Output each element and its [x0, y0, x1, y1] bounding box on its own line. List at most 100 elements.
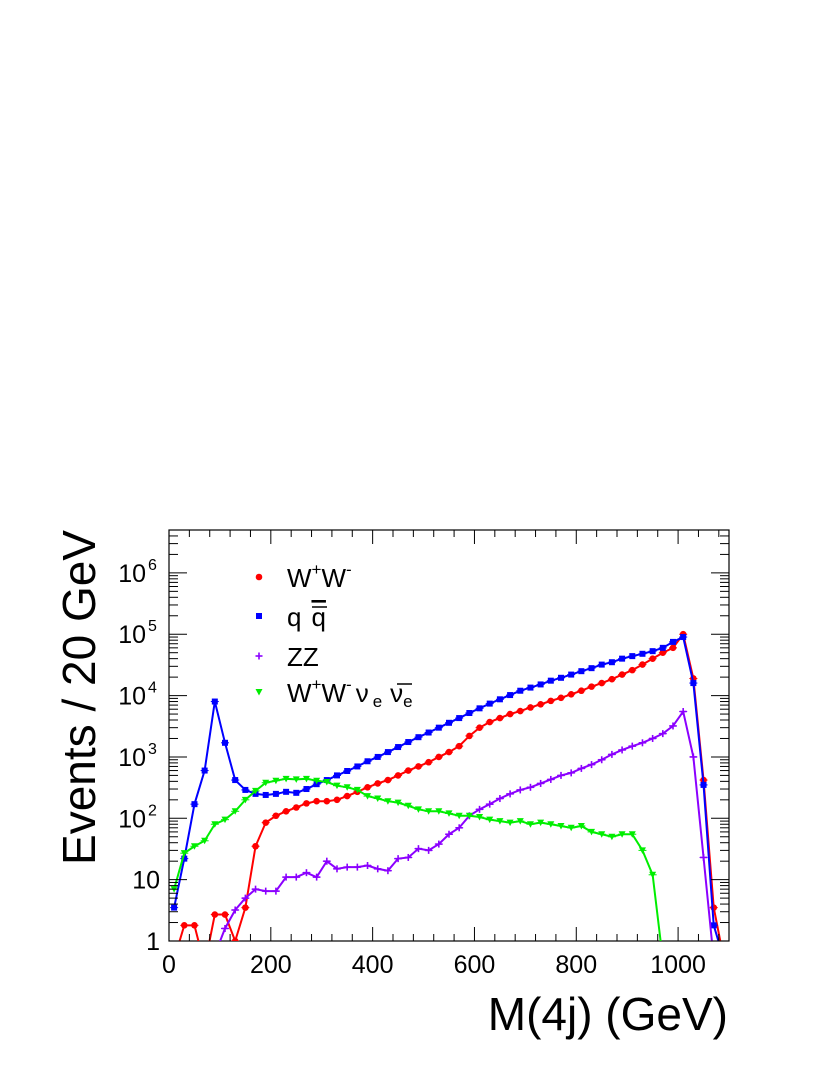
data-point — [313, 873, 321, 881]
data-point — [619, 655, 626, 662]
data-point — [231, 937, 239, 941]
legend: W+W-q q ZZW+W-ν e νe — [255, 560, 413, 711]
data-point — [374, 753, 381, 760]
data-point — [211, 911, 219, 918]
y-tick-label: 10 — [118, 744, 146, 772]
data-point — [558, 674, 564, 681]
data-point — [669, 722, 677, 730]
y-tick-exponent: 2 — [148, 802, 157, 819]
data-point — [425, 846, 433, 854]
data-point — [598, 661, 605, 668]
data-point — [282, 775, 290, 783]
data-point — [241, 894, 249, 902]
data-point — [445, 830, 453, 838]
data-point — [547, 775, 555, 783]
data-point — [384, 798, 392, 805]
data-point — [639, 661, 646, 668]
y-tick-label: 10 — [118, 805, 146, 833]
data-point — [191, 922, 198, 929]
legend-label: W+W- — [287, 560, 352, 593]
data-point — [384, 776, 392, 784]
data-point — [568, 671, 575, 678]
data-point — [384, 749, 391, 756]
y-tick-label: 10 — [118, 683, 146, 711]
data-point — [456, 715, 463, 722]
series-ww — [178, 630, 722, 941]
data-point — [180, 922, 188, 929]
data-point — [364, 793, 372, 800]
data-point — [557, 771, 565, 779]
data-point — [588, 828, 596, 836]
data-point — [272, 790, 279, 797]
data-point — [231, 808, 239, 815]
data-point — [211, 821, 219, 828]
data-point — [557, 822, 565, 830]
data-point — [171, 904, 178, 911]
x-tick-label: 200 — [250, 951, 292, 979]
data-point — [262, 819, 270, 826]
data-point — [649, 655, 656, 662]
data-point — [384, 867, 392, 875]
legend-label: ZZ — [287, 642, 319, 672]
data-point — [364, 862, 372, 870]
data-point — [598, 679, 606, 687]
data-point — [659, 730, 667, 738]
data-point — [659, 644, 666, 651]
data-point — [506, 790, 514, 798]
data-point — [313, 777, 321, 785]
data-point — [414, 845, 422, 853]
data-point — [547, 697, 555, 705]
data-point — [435, 840, 443, 848]
data-point — [567, 690, 575, 698]
data-point — [588, 683, 595, 690]
data-point — [690, 680, 697, 687]
data-point — [404, 767, 412, 774]
data-point — [404, 853, 412, 861]
data-point — [680, 634, 687, 641]
data-point — [547, 821, 555, 828]
data-point — [486, 700, 493, 707]
series-line — [173, 777, 662, 941]
data-point — [476, 705, 483, 712]
y-tick-exponent: 5 — [148, 618, 157, 635]
data-point — [618, 671, 626, 678]
data-point — [425, 758, 432, 766]
data-point — [526, 783, 534, 791]
data-point — [242, 904, 249, 911]
data-point — [466, 732, 473, 740]
data-point — [527, 704, 534, 711]
data-point — [364, 758, 371, 765]
legend-entry: W+W-ν e νe — [255, 675, 413, 711]
data-point — [486, 816, 494, 824]
data-point — [649, 871, 657, 879]
x-tick-label: 1000 — [650, 951, 706, 979]
data-point — [353, 786, 361, 794]
data-point — [201, 767, 208, 774]
x-tick-label: 600 — [454, 951, 496, 979]
data-point — [527, 684, 534, 691]
data-point — [506, 710, 514, 718]
data-point — [445, 810, 453, 817]
data-point — [292, 804, 300, 811]
legend-entry: W+W- — [255, 560, 352, 593]
data-point — [282, 873, 290, 881]
data-point — [425, 808, 433, 815]
data-point — [293, 789, 300, 796]
data-point — [700, 781, 707, 788]
data-point — [364, 784, 371, 791]
data-point — [180, 850, 188, 857]
x-tick-label: 400 — [352, 951, 394, 979]
data-point — [282, 808, 290, 815]
data-point — [628, 831, 636, 838]
y-tick-label: 10 — [132, 867, 160, 895]
data-point — [323, 797, 331, 805]
data-point — [334, 772, 340, 779]
data-point — [567, 769, 575, 777]
data-point — [333, 796, 341, 804]
data-point — [222, 739, 228, 746]
data-point — [638, 739, 646, 747]
data-point — [710, 922, 717, 929]
data-point — [618, 831, 626, 838]
series-wwee — [170, 775, 662, 941]
